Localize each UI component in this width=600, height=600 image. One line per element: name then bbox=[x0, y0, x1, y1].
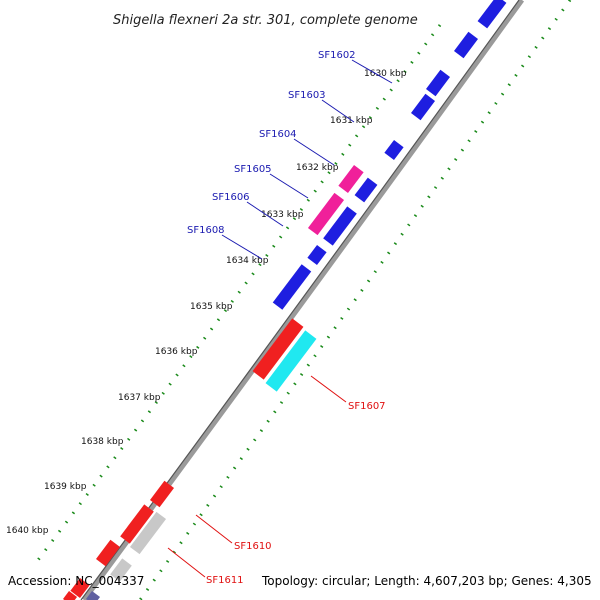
gene-label-sf1611[interactable]: SF1611 bbox=[206, 575, 244, 586]
gene-feature[interactable] bbox=[70, 578, 90, 598]
leader-lines-top bbox=[221, 59, 393, 260]
gene-feature[interactable] bbox=[338, 165, 364, 193]
tick-label: 1633 kbp bbox=[261, 210, 304, 220]
gene-feature[interactable] bbox=[307, 245, 327, 265]
tick-label: 1635 kbp bbox=[190, 302, 233, 312]
gene-label-sf1607[interactable]: SF1607 bbox=[348, 401, 386, 412]
gene-feature[interactable] bbox=[307, 192, 345, 236]
gene-feature[interactable] bbox=[120, 504, 154, 544]
gene-label-sf1602[interactable]: SF1602 bbox=[318, 50, 356, 61]
accession-footer: Accession: NC_004337 bbox=[8, 574, 145, 588]
gene-feature[interactable] bbox=[129, 511, 167, 555]
genome-title: Shigella flexneri 2a str. 301, complete … bbox=[113, 13, 418, 28]
tick-label: 1634 kbp bbox=[226, 256, 269, 266]
gene-feature[interactable] bbox=[323, 206, 357, 246]
tick-label: 1630 kbp bbox=[364, 69, 407, 79]
gene-label-sf1608[interactable]: SF1608 bbox=[187, 225, 225, 236]
leader-lines-bottom bbox=[167, 375, 347, 578]
gene-feature[interactable] bbox=[425, 69, 451, 97]
gene-feature[interactable] bbox=[477, 0, 507, 29]
gene-feature[interactable] bbox=[110, 558, 132, 582]
gene-feature[interactable] bbox=[272, 264, 312, 310]
gene-feature[interactable] bbox=[252, 318, 304, 380]
gene-label-sf1603[interactable]: SF1603 bbox=[288, 90, 326, 101]
tick-label: 1637 kbp bbox=[118, 393, 161, 403]
gene-feature[interactable] bbox=[95, 539, 121, 567]
gene-feature[interactable] bbox=[265, 330, 317, 392]
gene-feature[interactable] bbox=[149, 480, 175, 508]
gene-feature[interactable] bbox=[354, 177, 378, 203]
gene-feature[interactable] bbox=[453, 31, 479, 59]
gene-label-sf1604[interactable]: SF1604 bbox=[259, 129, 297, 140]
gene-label-sf1606[interactable]: SF1606 bbox=[212, 192, 250, 203]
tick-label: 1639 kbp bbox=[44, 482, 87, 492]
tick-label: 1638 kbp bbox=[81, 437, 124, 447]
gene-label-sf1605[interactable]: SF1605 bbox=[234, 164, 272, 175]
gene-feature[interactable] bbox=[85, 590, 101, 600]
tick-label: 1632 kbp bbox=[296, 163, 339, 173]
outer-ruler bbox=[138, 0, 572, 600]
gene-features bbox=[62, 0, 507, 600]
gene-feature[interactable] bbox=[62, 590, 78, 600]
gene-label-sf1610[interactable]: SF1610 bbox=[234, 541, 272, 552]
gene-feature[interactable] bbox=[410, 93, 436, 121]
tick-label: 1640 kbp bbox=[6, 526, 49, 536]
gene-feature[interactable] bbox=[384, 140, 404, 160]
tick-label: 1636 kbp bbox=[155, 347, 198, 357]
genome-summary-footer: Topology: circular; Length: 4,607,203 bp… bbox=[262, 574, 592, 588]
tick-label: 1631 kbp bbox=[330, 116, 373, 126]
inner-ruler bbox=[36, 24, 442, 561]
